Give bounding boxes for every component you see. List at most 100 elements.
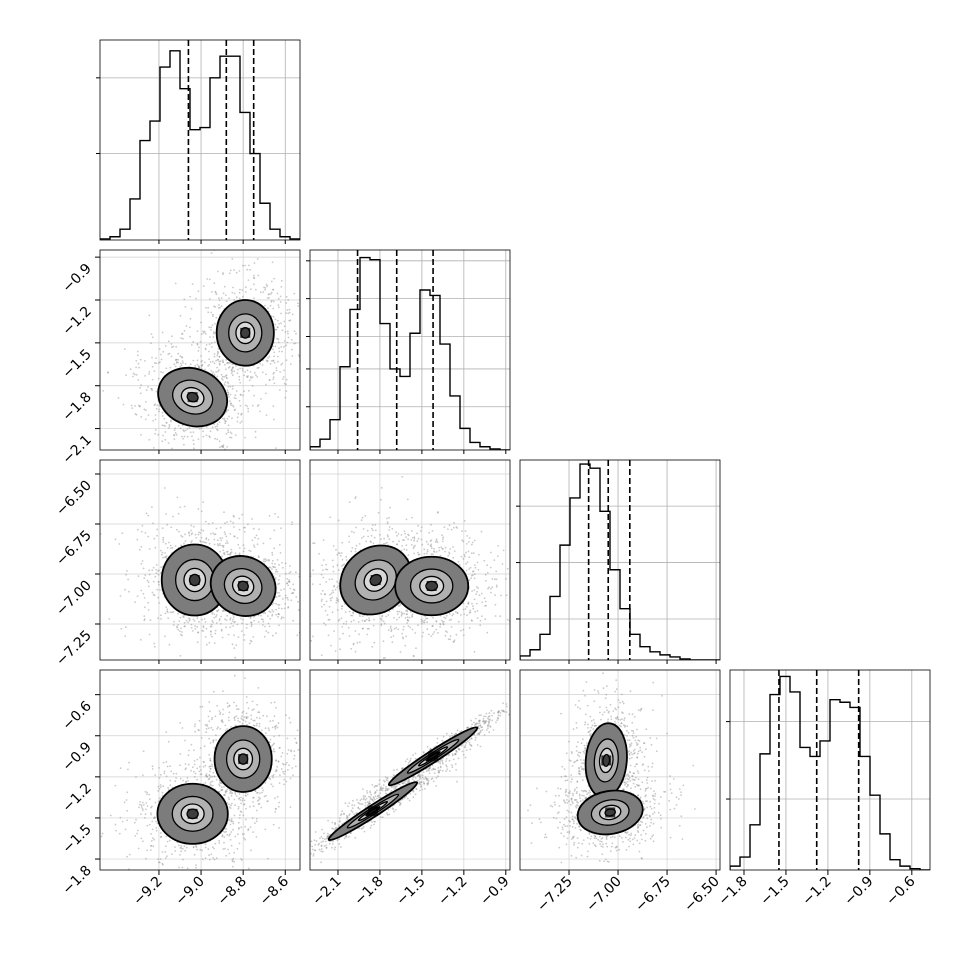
scatter-point [140,813,142,815]
scatter-point [227,848,229,851]
scatter-point [473,539,476,542]
scatter-point [121,820,124,823]
scatter-point [159,832,162,834]
scatter-point [398,610,401,613]
scatter-point [217,350,219,353]
scatter-point [226,614,229,617]
scatter-point [229,269,232,272]
scatter-point [442,538,444,540]
scatter-point [160,835,163,838]
scatter-point [368,617,370,619]
scatter-point [463,613,466,616]
scatter-point [223,553,226,556]
scatter-point [196,625,199,628]
scatter-point [273,418,275,421]
scatter-point [250,288,252,291]
panel-frame-0-0 [99,39,301,241]
scatter-point [181,866,184,869]
scatter-point [453,522,455,524]
scatter-point [253,371,256,374]
scatter-point [303,568,305,570]
scatter-point [277,304,280,307]
scatter-point [164,431,167,433]
scatter-point [270,280,273,283]
scatter-point [225,830,228,833]
scatter-point [163,417,166,420]
scatter-point [421,543,424,546]
scatter-point [179,846,182,849]
scatter-point [262,618,264,621]
scatter-point [209,436,211,439]
scatter-point [325,563,327,566]
scatter-point [225,551,228,553]
scatter-point [199,769,202,771]
scatter-point [327,634,330,637]
scatter-point [428,633,430,636]
scatter-point [392,540,394,543]
scatter-point [232,822,235,825]
scatter-point [135,360,138,362]
scatter-point [160,571,162,574]
scatter-point [158,787,161,790]
scatter-point [284,603,287,605]
scatter-point [449,635,452,637]
scatter-point [161,553,163,556]
scatter-point [244,838,247,841]
scatter-point [161,415,164,417]
scatter-point [142,774,144,777]
scatter-point [200,355,202,357]
scatter-point [231,368,233,371]
scatter-point [412,547,415,549]
scatter-point [169,366,172,369]
scatter-point [114,538,117,541]
scatter-point [222,272,224,274]
scatter-point [494,615,497,617]
scatter-point [289,363,292,365]
scatter-point [389,627,392,629]
scatter-point [201,359,203,362]
scatter-point [275,570,277,573]
scatter-point [355,496,357,498]
scatter-point [277,613,280,615]
scatter-point [496,555,499,557]
scatter-point [189,326,191,329]
scatter-point [287,332,289,335]
scatter-point [393,628,396,630]
scatter-point [191,540,193,542]
scatter-point [400,613,403,616]
scatter-point [197,350,200,352]
scatter-point [468,612,471,614]
scatter-point [348,610,351,613]
scatter-point [239,810,242,813]
scatter-point [400,611,403,613]
scatter-point [452,641,455,643]
scatter-point [206,278,209,280]
scatter-point [173,363,176,366]
scatter-point [212,621,215,624]
scatter-point [165,606,168,608]
scatter-point [249,550,252,553]
scatter-point [171,447,174,450]
scatter-point [244,286,247,289]
scatter-point [389,506,391,509]
scatter-point [160,353,162,356]
scatter-point [172,624,175,626]
scatter-point [312,569,314,572]
scatter-point [246,623,248,626]
scatter-point [271,562,274,565]
scatter-point [207,307,210,309]
scatter-point [494,578,496,581]
scatter-point [388,516,390,519]
scatter-point [201,363,204,366]
scatter-point [348,635,351,637]
scatter-point [210,633,212,636]
scatter-point [331,589,334,592]
scatter-point [341,605,343,608]
scatter-point [275,596,278,598]
scatter-point [180,850,183,853]
scatter-point [388,526,391,528]
scatter-point [336,597,338,600]
scatter-point [273,529,276,532]
scatter-point [426,548,429,551]
scatter-point [337,619,340,622]
